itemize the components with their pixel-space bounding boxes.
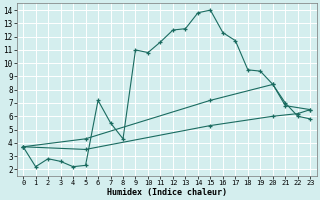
X-axis label: Humidex (Indice chaleur): Humidex (Indice chaleur) — [107, 188, 227, 197]
